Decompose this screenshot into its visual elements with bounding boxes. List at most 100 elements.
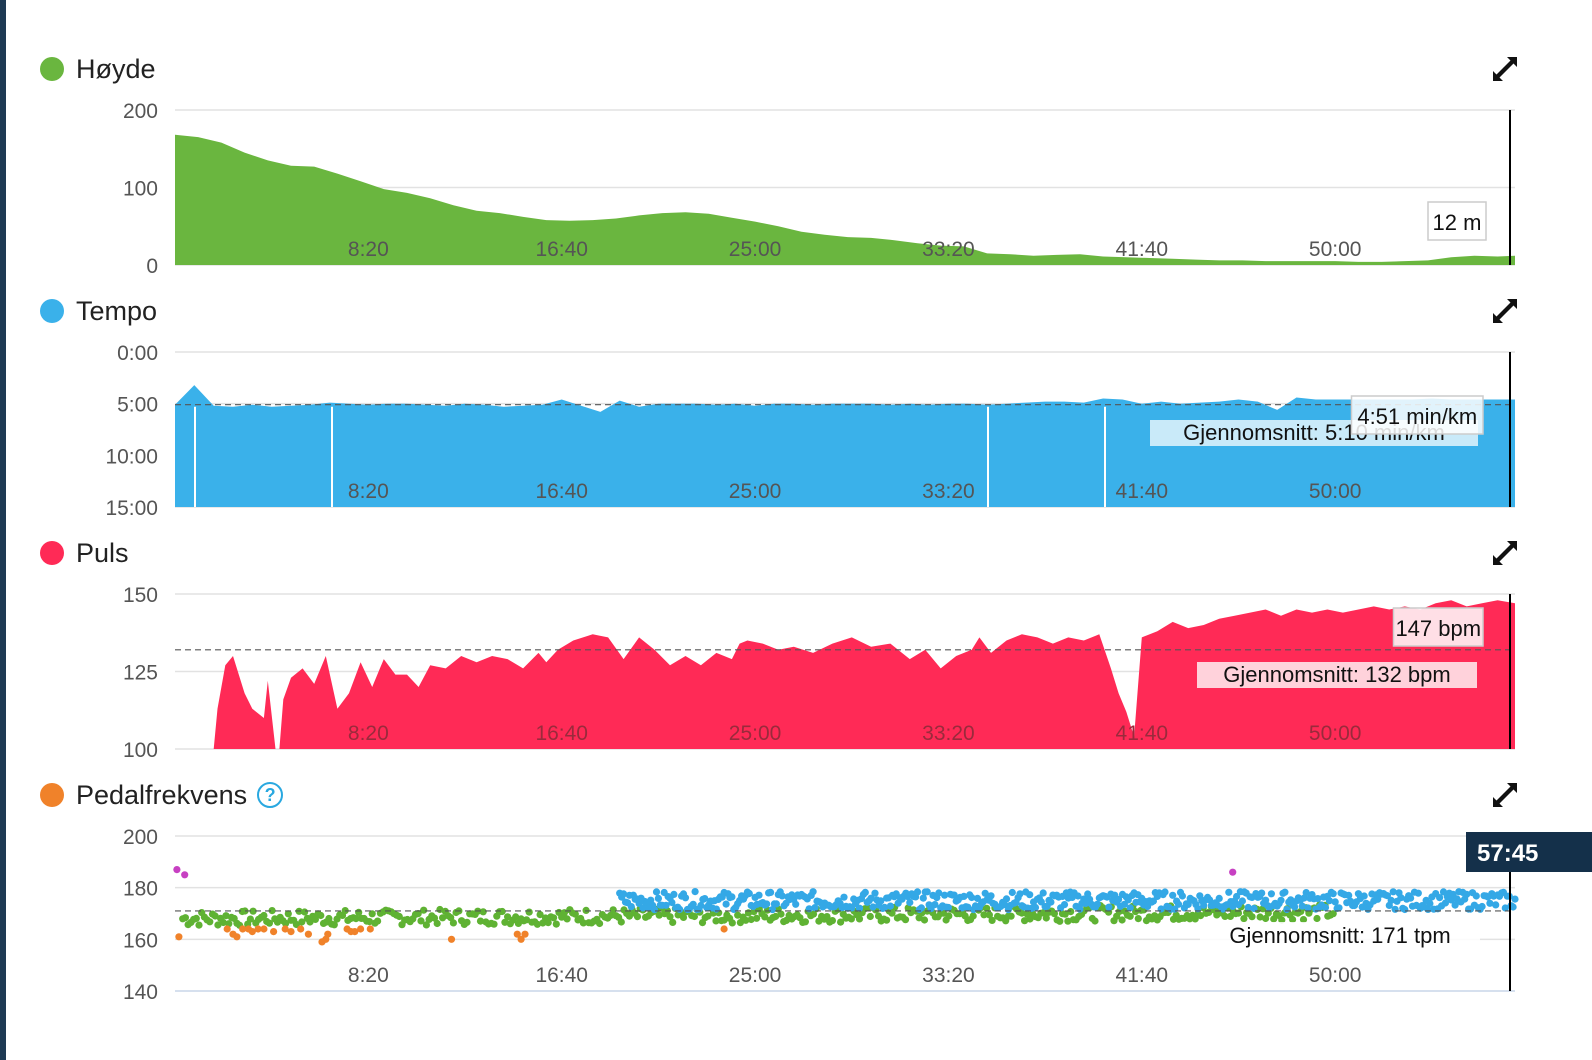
cadence-point-blue — [1009, 889, 1016, 896]
cadence-point-blue — [1216, 895, 1223, 902]
cadence-point-green — [374, 918, 381, 925]
cadence-point-blue — [651, 906, 658, 913]
cadence-point-orange — [297, 925, 304, 932]
cadence-point-blue — [1407, 895, 1414, 902]
cadence-point-green — [945, 912, 952, 919]
cadence-point-green — [1127, 913, 1134, 920]
cadence-point-green — [970, 912, 977, 919]
cadence-point-blue — [763, 900, 770, 907]
x-tick-label: 50:00 — [1309, 722, 1362, 745]
x-tick-label: 33:20 — [922, 480, 975, 503]
cadence-point-green — [902, 916, 909, 923]
cadence-point-green — [596, 920, 603, 927]
cadence-point-green — [729, 919, 736, 926]
cadence-point-green — [526, 909, 533, 916]
cadence-point-green — [553, 921, 560, 928]
y-tick-label: 100 — [123, 739, 158, 762]
cadence-point-blue — [1239, 897, 1246, 904]
cadence-point-orange — [224, 925, 231, 932]
cadence-point-purple — [173, 866, 180, 873]
cadence-point-orange — [521, 931, 528, 938]
cadence-point-blue — [1179, 892, 1186, 899]
cadence-point-green — [618, 918, 625, 925]
cadence-point-blue — [1322, 904, 1329, 911]
y-tick-label: 200 — [123, 100, 158, 123]
cadence-point-blue — [1401, 906, 1408, 913]
cadence-point-green — [434, 920, 441, 927]
y-tick-label: 140 — [123, 981, 158, 1004]
x-tick-label: 50:00 — [1309, 964, 1362, 987]
cadence-point-blue — [692, 888, 699, 895]
cadence-point-orange — [305, 931, 312, 938]
cadence-point-orange — [270, 928, 277, 935]
cadence-point-green — [480, 908, 487, 915]
cadence-point-blue — [1003, 895, 1010, 902]
cadence-point-blue — [755, 892, 762, 899]
cadence-point-blue — [1511, 896, 1518, 903]
cadence-point-green — [634, 913, 641, 920]
cadence-point-blue — [670, 891, 677, 898]
cadence-point-blue — [1392, 906, 1399, 913]
cadence-point-blue — [1040, 889, 1047, 896]
cadence-point-blue — [676, 906, 683, 913]
cadence-point-orange — [721, 925, 728, 932]
cadence-point-blue — [723, 901, 730, 908]
cadence-point-orange — [233, 933, 240, 940]
y-tick-label: 125 — [123, 662, 158, 685]
cadence-point-green — [829, 917, 836, 924]
y-tick-label: 5:00 — [117, 394, 158, 417]
x-tick-label: 41:40 — [1116, 964, 1169, 987]
cadence-point-blue — [1332, 898, 1339, 905]
x-tick-label: 25:00 — [729, 964, 782, 987]
cadence-point-blue — [1032, 904, 1039, 911]
cadence-point-green — [490, 921, 497, 928]
x-tick-label: 25:00 — [729, 480, 782, 503]
cadence-point-green — [1313, 915, 1320, 922]
cadence-point-green — [420, 907, 427, 914]
cadence-point-green — [669, 919, 676, 926]
cadence-point-blue — [1492, 901, 1499, 908]
cadence-point-blue — [1026, 891, 1033, 898]
cadence-point-green — [550, 914, 557, 921]
cadence-point-blue — [628, 903, 635, 910]
x-tick-label: 33:20 — [922, 238, 975, 261]
cadence-point-blue — [1268, 890, 1275, 897]
x-tick-label: 25:00 — [729, 722, 782, 745]
cadence-point-blue — [655, 895, 662, 902]
cadence-point-green — [1008, 913, 1015, 920]
x-tick-label: 8:20 — [348, 722, 389, 745]
cadence-point-blue — [1479, 903, 1486, 910]
y-tick-label: 0 — [146, 255, 158, 278]
cadence-point-blue — [1047, 899, 1054, 906]
cadence-point-blue — [1277, 897, 1284, 904]
y-tick-label: 160 — [123, 929, 158, 952]
cadence-point-orange — [448, 936, 455, 943]
cadence-point-green — [856, 915, 863, 922]
cadence-point-blue — [810, 888, 817, 895]
cadence-point-green — [1056, 918, 1063, 925]
y-tick-label: 15:00 — [105, 497, 158, 520]
cadence-point-blue — [945, 904, 952, 911]
y-tick-label: 0:00 — [117, 342, 158, 365]
cadence-point-blue — [773, 900, 780, 907]
cadence-point-blue — [792, 901, 799, 908]
cadence-point-blue — [1281, 889, 1288, 896]
cadence-point-green — [1067, 908, 1074, 915]
cadence-point-orange — [367, 925, 374, 932]
cadence-point-blue — [920, 895, 927, 902]
cadence-point-orange — [324, 931, 331, 938]
cadence-point-blue — [653, 888, 660, 895]
cadence-point-green — [450, 919, 457, 926]
cadence-point-blue — [1094, 901, 1101, 908]
x-tick-label: 41:40 — [1116, 238, 1169, 261]
charts-canvas[interactable]: 20010008:20 16:40 25:00 33:20 41:40 50:0012 m… — [0, 0, 1592, 1060]
cadence-point-blue — [1161, 888, 1168, 895]
cadence-point-blue — [767, 889, 774, 896]
cadence-point-orange — [260, 925, 267, 932]
cadence-point-blue — [1473, 892, 1480, 899]
cadence-point-blue — [862, 889, 869, 896]
x-tick-label: 33:20 — [922, 722, 975, 745]
cadence-point-blue — [682, 894, 689, 901]
cadence-point-green — [317, 912, 324, 919]
x-tick-label: 8:20 — [348, 480, 389, 503]
